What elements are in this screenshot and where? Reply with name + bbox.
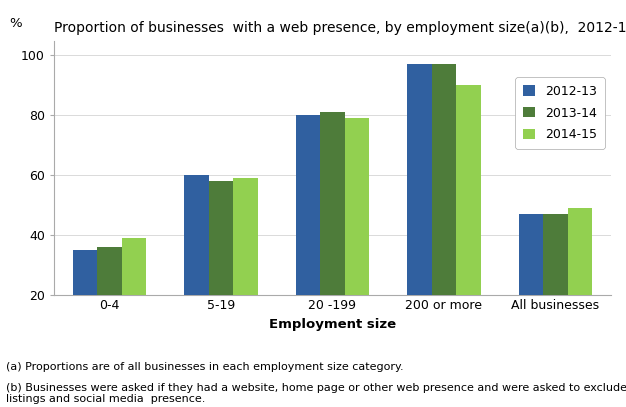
Text: (a) Proportions are of all businesses in each employment size category.: (a) Proportions are of all businesses in… bbox=[6, 362, 404, 372]
Bar bbox=[73, 250, 97, 354]
Legend: 2012-13, 2013-14, 2014-15: 2012-13, 2013-14, 2014-15 bbox=[515, 77, 605, 149]
Bar bbox=[518, 214, 543, 354]
Bar bbox=[407, 64, 431, 354]
Bar bbox=[568, 208, 592, 354]
Bar bbox=[122, 238, 146, 354]
Bar bbox=[184, 175, 208, 354]
Bar bbox=[208, 181, 233, 354]
Text: Proportion of businesses  with a web presence, by employment size(a)(b),  2012-1: Proportion of businesses with a web pres… bbox=[54, 21, 626, 35]
Bar bbox=[345, 118, 369, 354]
Bar bbox=[456, 85, 481, 354]
Bar bbox=[97, 247, 122, 354]
X-axis label: Employment size: Employment size bbox=[269, 318, 396, 331]
Bar bbox=[320, 112, 345, 354]
Text: (b) Businesses were asked if they had a website, home page or other web presence: (b) Businesses were asked if they had a … bbox=[6, 383, 626, 404]
Bar bbox=[233, 178, 258, 354]
Text: %: % bbox=[9, 18, 22, 31]
Bar bbox=[431, 64, 456, 354]
Bar bbox=[295, 115, 320, 354]
Bar bbox=[543, 214, 568, 354]
